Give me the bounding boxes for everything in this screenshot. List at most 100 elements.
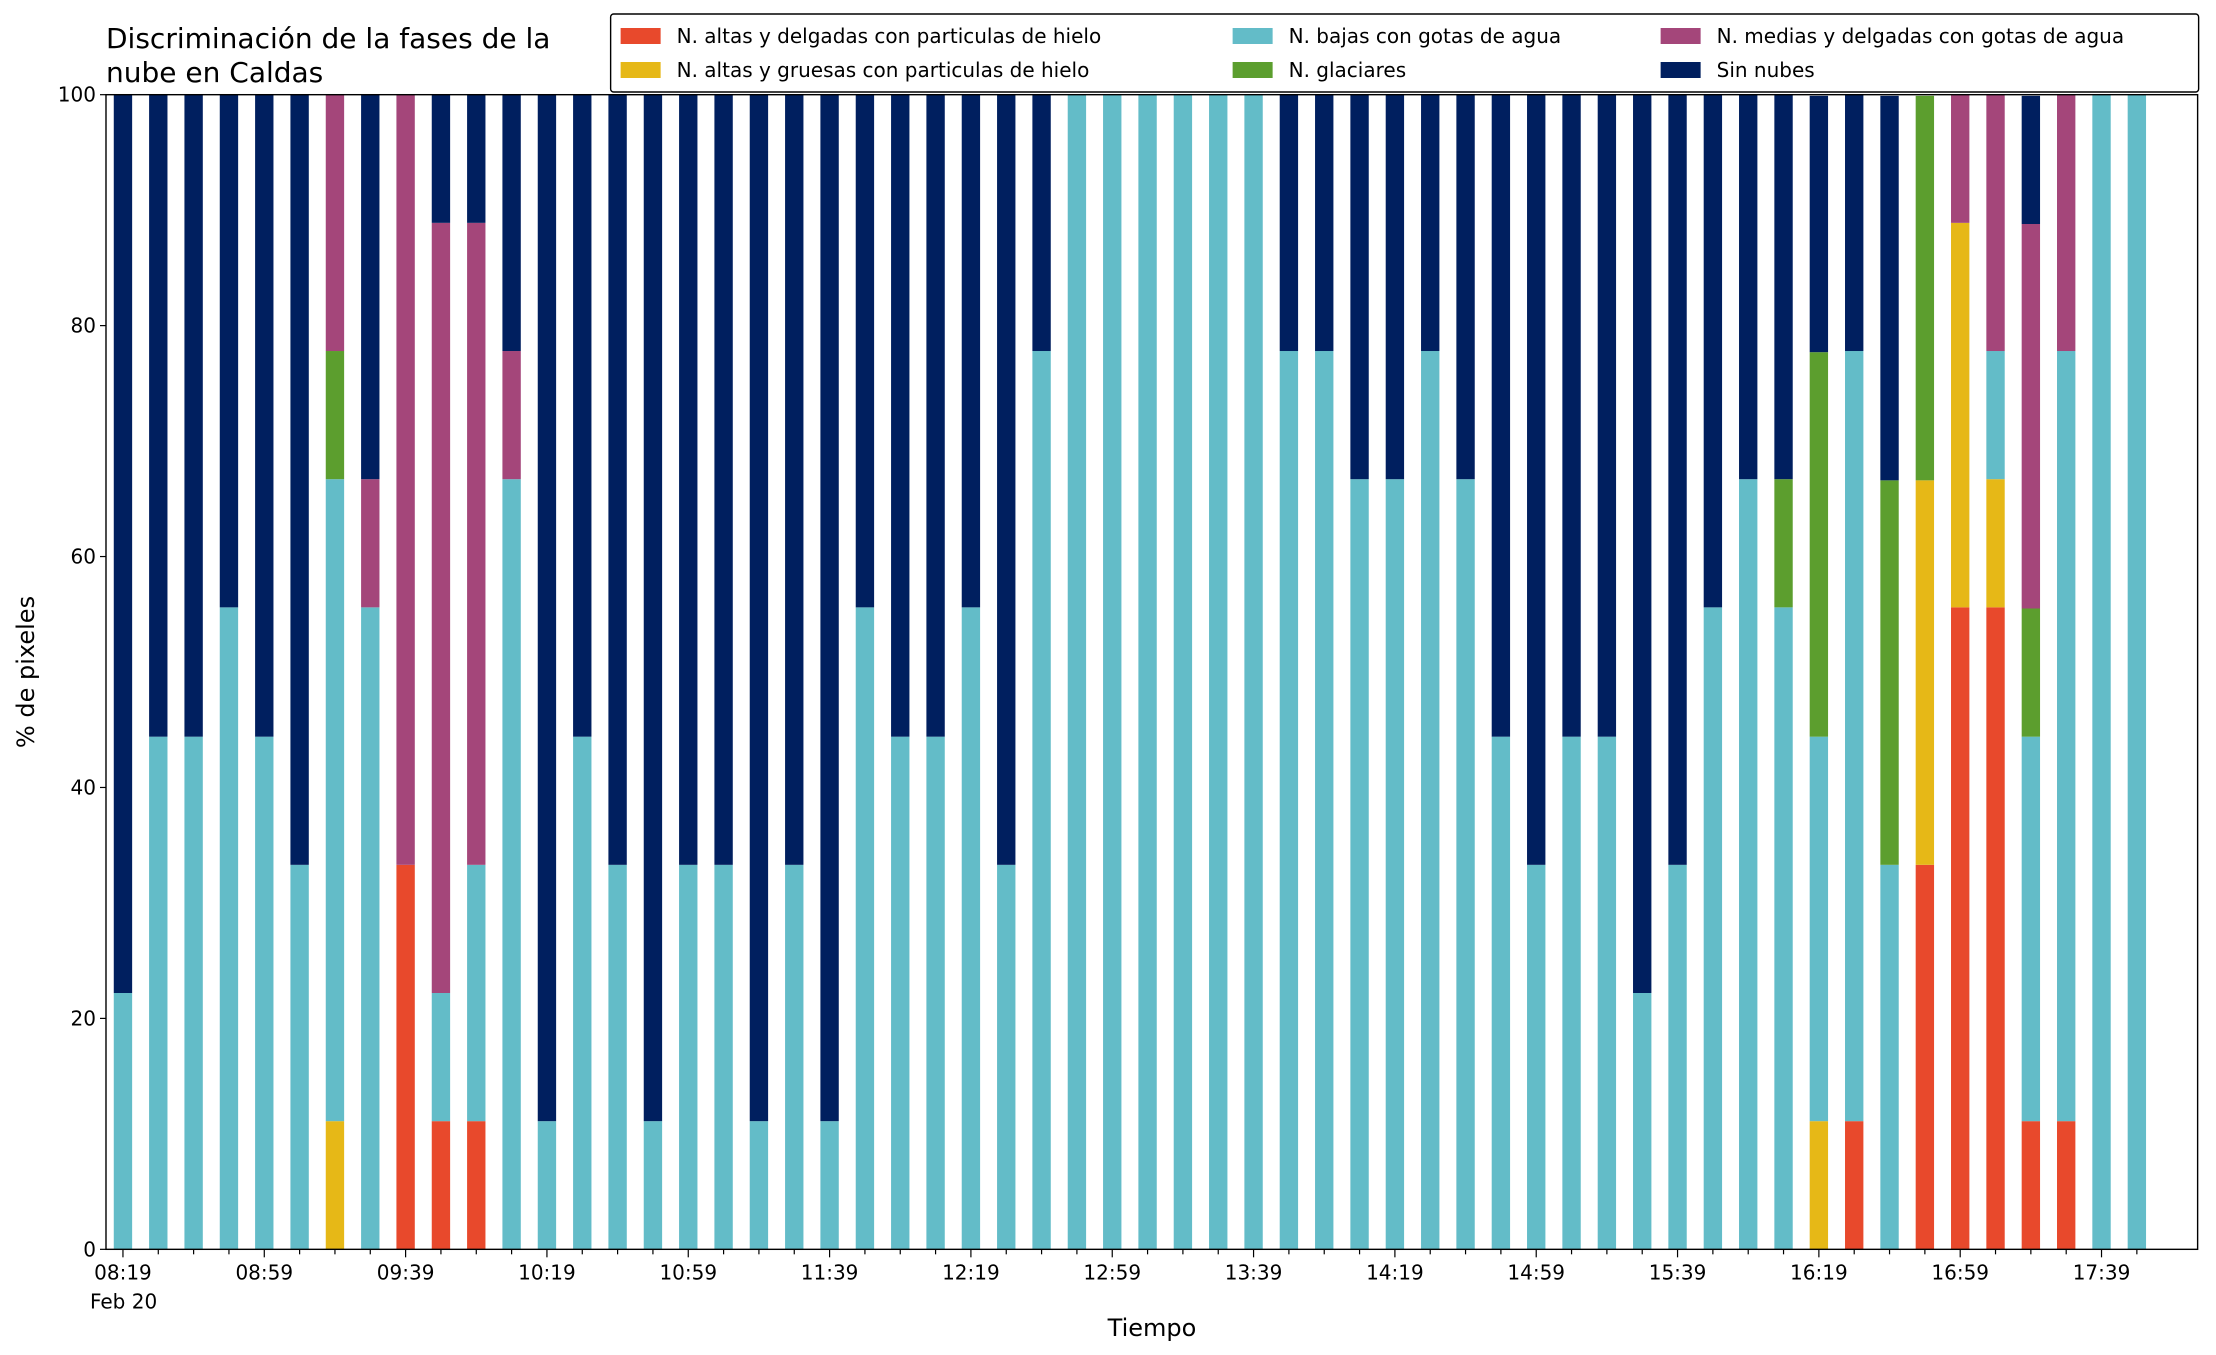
- bar-segment: [1809, 736, 1829, 1122]
- bar-segment: [1421, 94, 1440, 352]
- bar-segment: [891, 94, 910, 737]
- bar-segment: [1809, 1121, 1829, 1250]
- bar-segment: [537, 94, 557, 1122]
- bar-segment: [467, 864, 486, 1122]
- bar-segment: [2021, 608, 2041, 737]
- bar-segment: [290, 94, 309, 865]
- bar-segment: [1597, 94, 1617, 737]
- bar-segment: [1774, 607, 1793, 1250]
- bar-segment: [714, 94, 733, 865]
- bar-segment: [643, 94, 663, 1122]
- bar-segment: [396, 864, 415, 1250]
- bar-segment: [961, 94, 981, 608]
- bar-segment: [1880, 480, 1899, 865]
- bar-segment: [1880, 95, 1899, 481]
- bar-segment: [1173, 94, 1193, 1250]
- bar-segment: [1951, 222, 1970, 608]
- bar-segment: [1986, 607, 2005, 1250]
- bar-segment: [1915, 864, 1935, 1250]
- bar-segment: [855, 94, 875, 608]
- bar-segment: [325, 351, 345, 480]
- y-axis-label: % de pixeles: [12, 596, 40, 748]
- x-tick-label: 10:19: [518, 1260, 576, 1284]
- bar-segment: [113, 94, 133, 993]
- bar-segment: [1315, 351, 1334, 1250]
- bar-segment: [1067, 94, 1087, 1250]
- bar-segment: [290, 864, 309, 1250]
- bar-segment: [431, 992, 451, 1122]
- bar-segment: [1350, 479, 1369, 1250]
- bar-segment: [502, 479, 521, 1250]
- legend-label: N. glaciares: [1289, 58, 1407, 82]
- x-tick-label: 12:19: [942, 1260, 1000, 1284]
- x-tick-label: 08:59: [235, 1260, 293, 1284]
- bar-segment: [1809, 352, 1829, 737]
- bar-segment: [1209, 94, 1228, 1250]
- bar-segment: [1703, 607, 1723, 1250]
- bar-segment: [820, 94, 839, 1122]
- bar-segment: [1456, 94, 1475, 480]
- bar-segment: [679, 864, 698, 1250]
- x-tick-label: 15:39: [1649, 1260, 1707, 1284]
- bar-segment: [361, 479, 380, 608]
- bar-segment: [149, 736, 168, 1250]
- bar-segment: [608, 864, 627, 1250]
- bar-segment: [997, 864, 1016, 1250]
- bar-segment: [184, 736, 203, 1250]
- bar-segment: [467, 94, 486, 223]
- x-tick-label: 08:19: [94, 1260, 152, 1284]
- bar-segment: [1845, 1121, 1864, 1250]
- bar-segment: [1809, 95, 1829, 353]
- bar-segment: [1986, 94, 2005, 352]
- x-tick-label: 16:59: [1931, 1260, 1989, 1284]
- bar-segment: [1562, 94, 1581, 737]
- bar-segment: [2021, 224, 2041, 609]
- y-tick-label: 0: [83, 1237, 96, 1261]
- bar-segment: [608, 94, 627, 865]
- bar-segment: [1491, 736, 1511, 1250]
- bar-segment: [785, 94, 804, 865]
- legend-label: N. altas y delgadas con particulas de hi…: [677, 24, 1102, 48]
- bar-segment: [2021, 1121, 2041, 1250]
- bar-segment: [1279, 94, 1299, 352]
- bar-segment: [749, 94, 769, 1122]
- bar-segment: [1385, 479, 1405, 1250]
- bar-segment: [431, 222, 451, 993]
- legend-swatch: [1232, 28, 1273, 44]
- x-tick-label: 13:39: [1225, 1260, 1283, 1284]
- bar-segment: [2021, 95, 2041, 225]
- x-tick-label: 09:39: [377, 1260, 435, 1284]
- y-tick-label: 40: [71, 775, 96, 799]
- bar-segment: [1986, 351, 2005, 480]
- bar-segment: [1774, 94, 1793, 480]
- bar-segment: [1279, 351, 1299, 1250]
- x-date-label: Feb 20: [90, 1289, 157, 1313]
- bar-segment: [1845, 351, 1864, 1122]
- bar-segment: [2092, 94, 2111, 1250]
- bar-segment: [1350, 94, 1369, 480]
- bar-segment: [1845, 94, 1864, 352]
- bar-segment: [1597, 736, 1617, 1250]
- legend-label: N. medias y delgadas con gotas de agua: [1717, 24, 2124, 48]
- x-tick-label: 17:39: [2073, 1260, 2131, 1284]
- bar-segment: [820, 1121, 839, 1250]
- bar-segment: [855, 607, 875, 1250]
- bar-segment: [325, 479, 345, 1122]
- bar-segment: [997, 94, 1016, 865]
- bar-segment: [1703, 94, 1723, 608]
- bar-segment: [891, 736, 910, 1250]
- bar-segment: [255, 94, 274, 737]
- x-tick-label: 11:39: [801, 1260, 859, 1284]
- bar-segment: [1562, 736, 1581, 1250]
- bar-segment: [749, 1121, 769, 1250]
- bar-segment: [1032, 351, 1051, 1250]
- legend-swatch: [1660, 28, 1701, 44]
- plot-frame: [105, 93, 2199, 1251]
- legend-label: Sin nubes: [1717, 58, 1815, 82]
- bar-segment: [2057, 351, 2076, 1122]
- bar-segment: [1385, 94, 1405, 480]
- bar-segment: [537, 1121, 557, 1250]
- x-tick-label: 12:59: [1083, 1260, 1141, 1284]
- bar-segment: [1633, 94, 1652, 993]
